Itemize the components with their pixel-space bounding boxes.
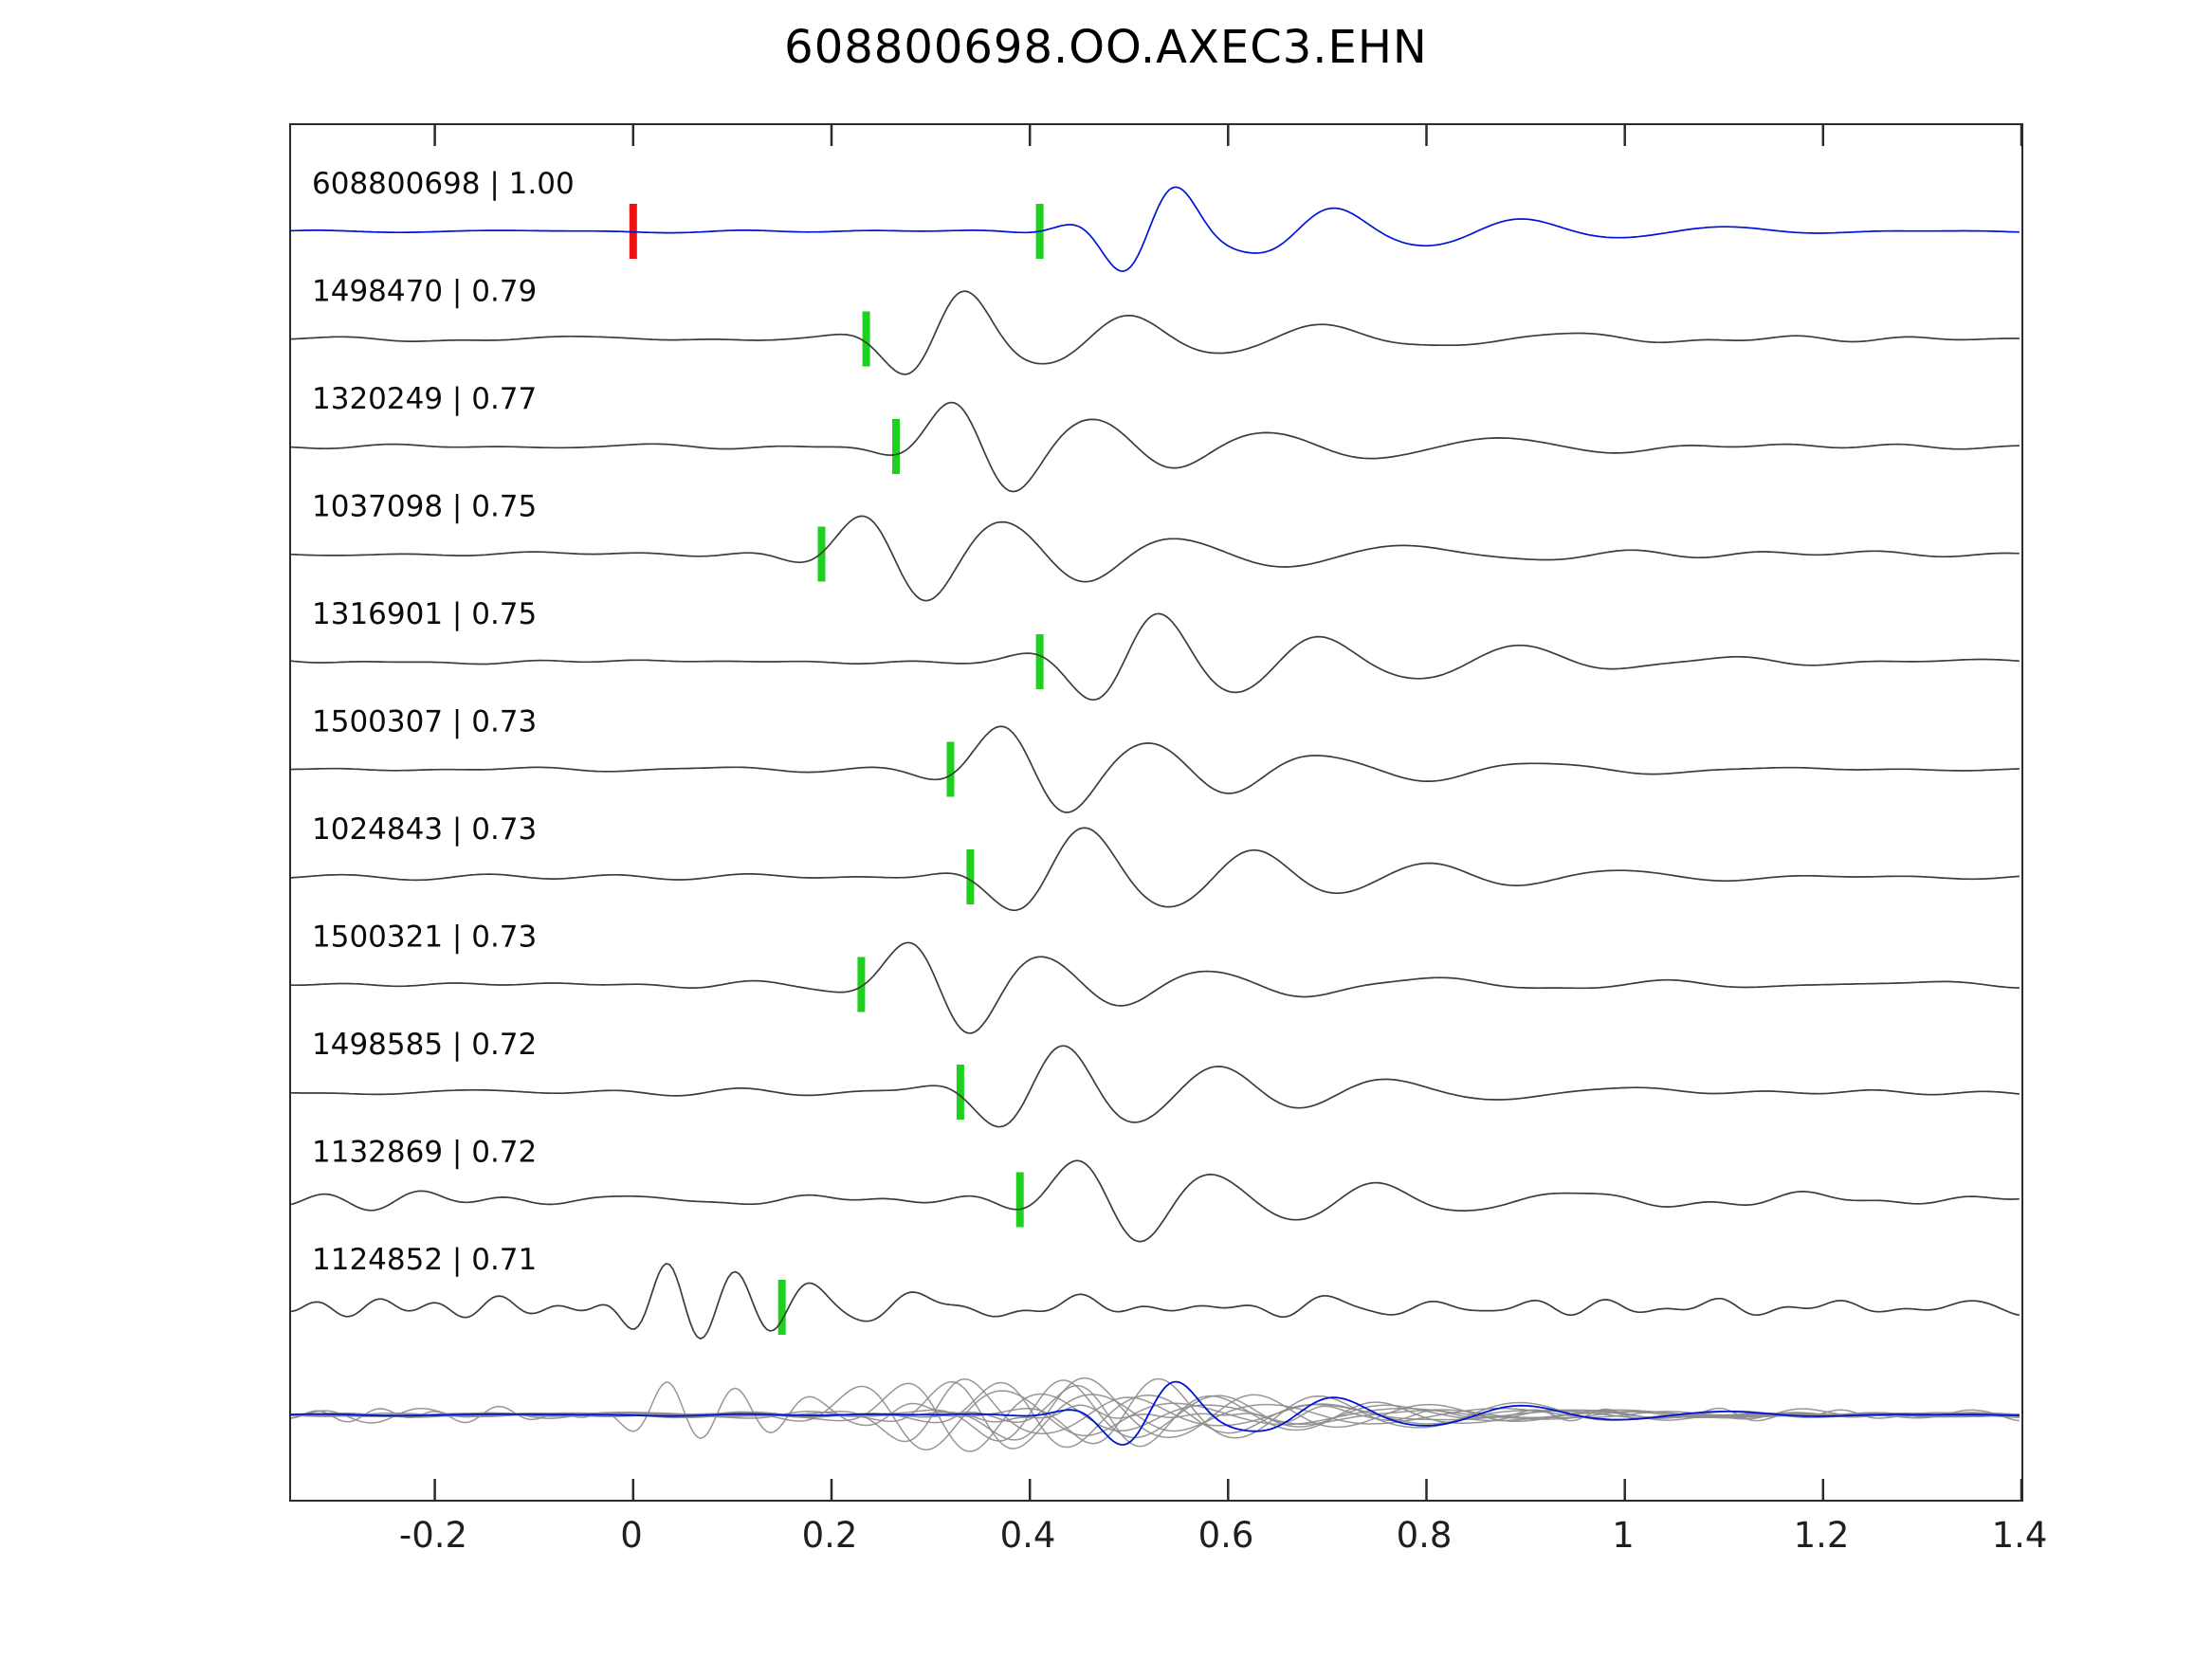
stack-trace-1498585 bbox=[290, 1379, 2020, 1442]
x-tick-label: 0 bbox=[620, 1515, 643, 1556]
pick-mark bbox=[817, 526, 826, 582]
plot-area: 608800698 | 1.00 1498470 | 0.79 1320249 | … bbox=[289, 123, 2023, 1502]
trace-waveform-1132869 bbox=[290, 1159, 2020, 1243]
pick-mark bbox=[857, 957, 866, 1012]
trace-label-1498470: 1498470 | 0.79 bbox=[312, 275, 537, 309]
x-tick-label: 0.6 bbox=[1197, 1515, 1254, 1556]
trace-waveform-1500321 bbox=[291, 941, 2020, 1034]
trace-label-1498585: 1498585 | 0.72 bbox=[312, 1028, 537, 1062]
trace-label-1500307: 1500307 | 0.73 bbox=[312, 705, 537, 739]
trace-waveform-608800698 bbox=[290, 186, 2020, 272]
trace-waveform-1124852 bbox=[290, 1263, 2020, 1340]
trace-label-1024843: 1024843 | 0.73 bbox=[312, 812, 537, 847]
trace-waveform-1498470 bbox=[290, 290, 2020, 375]
pick-mark bbox=[892, 419, 900, 474]
trace-waveform-1316901 bbox=[290, 612, 2020, 702]
trace-waveform-1498585 bbox=[290, 1045, 2020, 1128]
pick-mark bbox=[1035, 634, 1044, 689]
pick-mark bbox=[946, 741, 955, 797]
trace-label-608800698: 608800698 | 1.00 bbox=[312, 167, 575, 201]
pick-mark bbox=[956, 1065, 964, 1120]
x-tick-label: 0.8 bbox=[1396, 1515, 1453, 1556]
trace-label-1037098: 1037098 | 0.75 bbox=[312, 490, 537, 524]
trace-label-1124852: 1124852 | 0.71 bbox=[312, 1243, 537, 1277]
trace-waveform-1024843 bbox=[290, 827, 2020, 912]
pick-mark bbox=[862, 311, 870, 367]
x-tick-label: 1 bbox=[1612, 1515, 1635, 1556]
trace-label-1132869: 1132869 | 0.72 bbox=[312, 1136, 537, 1170]
trace-label-1316901: 1316901 | 0.75 bbox=[312, 597, 537, 631]
figure-title: 608800698.OO.AXEC3.EHN bbox=[784, 21, 1428, 74]
trace-label-1320249: 1320249 | 0.77 bbox=[312, 382, 537, 416]
x-tick-label: 1.4 bbox=[1991, 1515, 2048, 1556]
trace-waveform-1320249 bbox=[290, 401, 2020, 493]
pick-mark bbox=[777, 1280, 786, 1335]
x-tick-label: 0.4 bbox=[999, 1515, 1056, 1556]
trace-waveform-1037098 bbox=[290, 515, 2020, 602]
stack-trace-1316901 bbox=[290, 1377, 2020, 1445]
waveform-svg: 608800698 | 1.00 1498470 | 0.79 1320249 | … bbox=[290, 125, 2023, 1500]
x-tick-label: 1.2 bbox=[1793, 1515, 1850, 1556]
x-tick-label: 0.2 bbox=[801, 1515, 858, 1556]
stack-trace-1498470 bbox=[290, 1377, 2020, 1443]
trace-label-1500321: 1500321 | 0.73 bbox=[312, 921, 537, 955]
pick-mark bbox=[1015, 1172, 1024, 1228]
stack-trace-reference-608800698 bbox=[291, 1380, 2020, 1446]
stack-trace-1124852 bbox=[290, 1381, 2020, 1440]
pick-mark bbox=[966, 849, 975, 904]
x-tick-label: -0.2 bbox=[398, 1515, 468, 1556]
trace-waveform-1500307 bbox=[291, 725, 2020, 813]
